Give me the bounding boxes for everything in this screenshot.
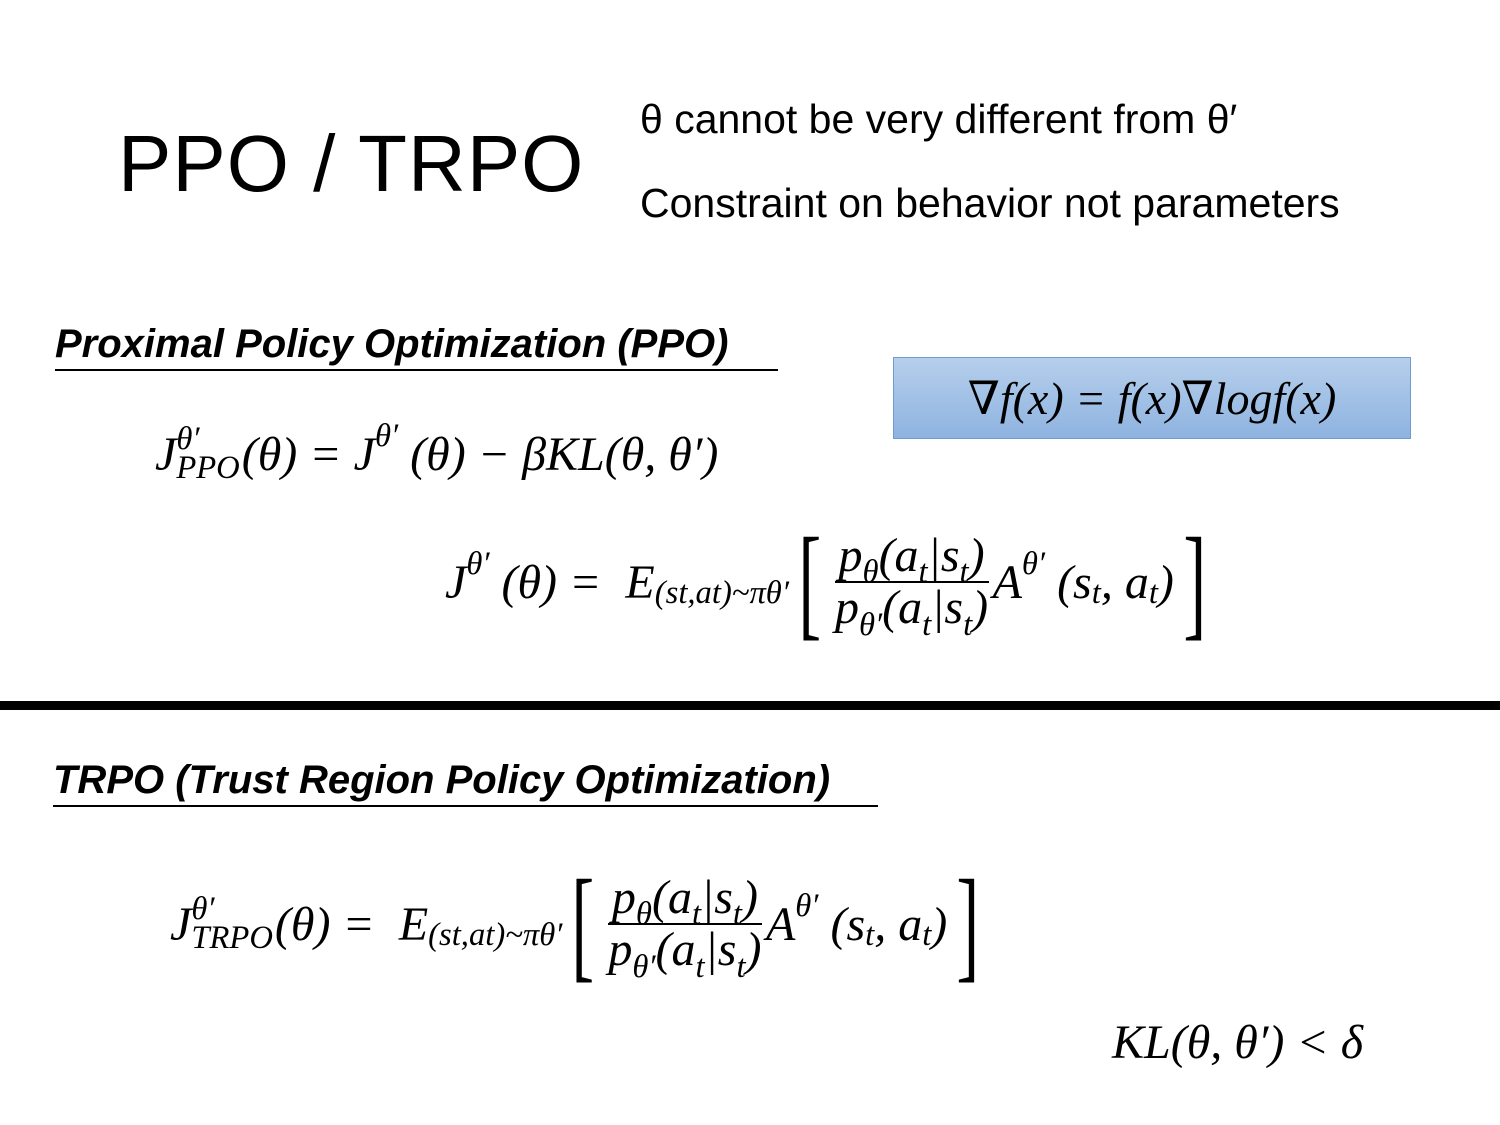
math-sup: θ′ <box>795 887 819 924</box>
math-text: (θ) − βKL(θ, θ′) <box>398 427 719 481</box>
math-text: (a <box>878 529 919 582</box>
math-sub: t <box>1091 575 1101 612</box>
math-sub: θ′ <box>858 606 883 643</box>
math-text: p <box>611 871 636 924</box>
math-text: (θ) = J <box>241 427 375 481</box>
left-bracket: [ <box>798 513 822 651</box>
math-text: ) <box>1157 555 1174 609</box>
math-sup-sub-stack: θ′ TRPO <box>191 891 273 957</box>
fraction: pθ(at|st) pθ′(at|st) <box>834 529 989 642</box>
math-text: ) <box>741 871 758 924</box>
math-text: p <box>608 923 633 977</box>
math-sup: θ′ <box>1021 545 1046 582</box>
math-sub: )~π <box>720 575 766 612</box>
math-sub: t <box>922 917 932 954</box>
math-sub: t <box>691 896 702 933</box>
math-text: p <box>834 581 859 635</box>
math-text: |s <box>927 529 960 582</box>
note-behavior-constraint: Constraint on behavior not parameters <box>640 180 1340 226</box>
math-sup: θ′ <box>191 891 215 928</box>
math-text: A <box>765 897 796 951</box>
fraction-numerator: pθ(at|st) <box>607 871 762 932</box>
math-sub: t <box>736 948 746 985</box>
left-bracket: [ <box>571 855 595 993</box>
fraction-numerator: pθ(at|st) <box>834 529 989 590</box>
fraction: pθ(at|st) pθ′(at|st) <box>607 871 762 984</box>
math-sub: t <box>695 948 705 985</box>
log-gradient-identity-box: ∇f(x) = f(x)∇logf(x) <box>893 357 1411 439</box>
math-text: (θ) = E <box>274 897 429 951</box>
math-sub: t <box>451 917 461 954</box>
right-bracket: ] <box>1183 513 1207 651</box>
math-sub: TRPO <box>191 920 273 957</box>
math-sub: PPO <box>176 450 240 487</box>
math-text: (a <box>655 923 696 977</box>
fraction-denominator: pθ′(at|st) <box>834 581 989 642</box>
section-divider <box>0 701 1500 710</box>
math-text: |s <box>701 871 733 924</box>
log-gradient-identity: ∇f(x) = f(x)∇logf(x) <box>968 371 1337 425</box>
math-text: (a <box>882 581 923 635</box>
math-sub: (s <box>428 917 452 954</box>
math-text: |s <box>931 581 964 635</box>
math-text: J <box>445 555 467 609</box>
slide-title: PPO / TRPO <box>118 119 585 208</box>
ppo-heading: Proximal Policy Optimization (PPO) <box>55 322 778 371</box>
kl-constraint-formula: KL(θ, θ′) < δ <box>1112 1015 1363 1070</box>
math-text: , a <box>1100 555 1149 609</box>
math-sup: θ′ <box>466 545 490 582</box>
fraction-denominator: pθ′(at|st) <box>608 923 762 984</box>
math-sub: )~π <box>494 917 540 954</box>
math-text: (s <box>1045 555 1092 609</box>
math-text: J <box>155 427 177 481</box>
right-bracket: ] <box>956 855 980 993</box>
math-sub: t <box>865 917 875 954</box>
math-text: |s <box>704 923 737 977</box>
math-text: (a <box>651 871 692 924</box>
math-sub: t <box>485 917 495 954</box>
note-theta-constraint: θ cannot be very different from θ′ <box>640 96 1238 142</box>
math-text: ) <box>972 581 989 635</box>
math-text: ) <box>745 923 762 977</box>
math-sub: t <box>918 554 928 591</box>
math-sub: θ′ <box>765 575 789 612</box>
math-text: KL(θ, θ′) < δ <box>1112 1016 1364 1069</box>
trpo-heading: TRPO (Trust Region Policy Optimization) <box>53 758 878 807</box>
math-text: (s <box>818 897 866 951</box>
math-sub: ,a <box>460 917 486 954</box>
math-text: A <box>992 555 1022 609</box>
math-sub: (s <box>654 575 679 612</box>
math-sup: θ′ <box>176 421 200 457</box>
math-sub: t <box>1148 575 1158 612</box>
math-sub: t <box>963 606 973 643</box>
math-sub: t <box>678 575 688 612</box>
math-sub: t <box>711 575 721 612</box>
math-text: J <box>170 897 192 951</box>
math-sub: θ′ <box>539 917 563 954</box>
math-sub: t <box>959 554 969 591</box>
math-text: ∇f(x) = f(x)∇logf(x) <box>967 373 1337 424</box>
math-sub: t <box>732 896 742 933</box>
math-sub: θ <box>862 554 879 591</box>
math-text: p <box>838 529 863 582</box>
math-sub: θ <box>635 896 652 933</box>
math-text: (θ) = E <box>489 555 655 609</box>
math-text: ) <box>968 529 985 582</box>
math-text: , a <box>874 897 923 951</box>
math-sub: θ′ <box>632 948 656 985</box>
math-text: ) <box>931 897 948 951</box>
math-sup-sub-stack: θ′ PPO <box>176 421 240 487</box>
math-sub: t <box>922 606 932 643</box>
math-sup: θ′ <box>374 417 399 454</box>
math-sub: ,a <box>687 575 712 612</box>
